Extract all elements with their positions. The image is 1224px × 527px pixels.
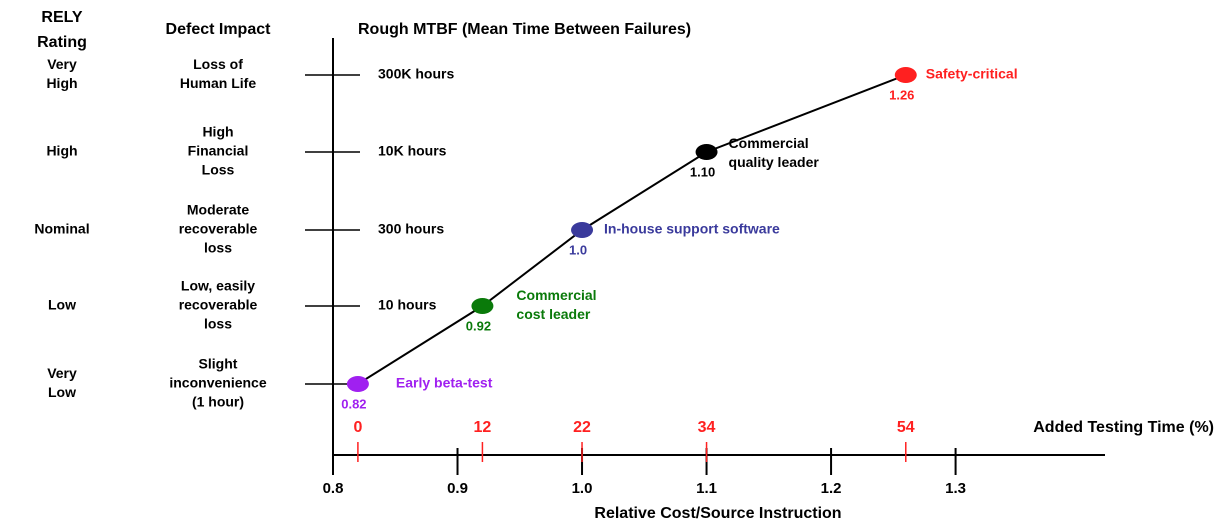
point [346, 376, 369, 392]
impact-header: Defect Impact [166, 21, 272, 38]
rating-header: RELY [41, 9, 83, 26]
impact-label: loss [204, 240, 232, 256]
point [894, 67, 917, 83]
point [571, 222, 594, 238]
rating-label: Nominal [34, 221, 89, 237]
mtbf-label: 300K hours [378, 66, 454, 82]
x-tick-label: 0.8 [323, 480, 344, 497]
mtbf-label: 10K hours [378, 143, 447, 159]
rating-label: High [46, 143, 77, 159]
impact-label: Human Life [180, 75, 256, 91]
x2-tick-label: 22 [573, 419, 591, 436]
point-label: In-house support software [604, 221, 780, 237]
impact-label: Low, easily [181, 278, 255, 294]
value-label: 0.82 [341, 396, 366, 411]
x-tick-label: 0.9 [447, 480, 468, 497]
impact-label: loss [204, 316, 232, 332]
rating-label: Low [48, 297, 76, 313]
impact-label: inconvenience [169, 375, 266, 391]
x2-tick-label: 34 [698, 419, 716, 436]
rating-label: Very [47, 365, 77, 381]
point-label: quality leader [729, 154, 820, 170]
x2-tick-label: 12 [474, 419, 492, 436]
x-tick-label: 1.0 [572, 480, 593, 497]
mtbf-label: 10 hours [378, 297, 437, 313]
impact-label: Slight [199, 356, 238, 372]
value-label: 1.26 [889, 87, 914, 102]
impact-label: Financial [188, 143, 249, 159]
value-label: 1.10 [690, 164, 715, 179]
point [471, 298, 494, 314]
point-label: Safety-critical [926, 66, 1018, 82]
x-tick-label: 1.3 [945, 480, 966, 497]
impact-label: recoverable [179, 221, 258, 237]
point-label: Commercial [516, 287, 596, 303]
value-label: 0.92 [466, 318, 491, 333]
x-axis-label: Relative Cost/Source Instruction [594, 505, 841, 522]
point-label: cost leader [516, 306, 590, 322]
x2-axis-label: Added Testing Time (%) [1033, 419, 1214, 436]
rating-label: Low [48, 384, 76, 400]
x2-tick-label: 0 [353, 419, 362, 436]
x-tick-label: 1.1 [696, 480, 717, 497]
chart-title: Rough MTBF (Mean Time Between Failures) [358, 21, 691, 38]
point-label: Early beta-test [396, 375, 493, 391]
x-tick-label: 1.2 [821, 480, 842, 497]
rating-header: Rating [37, 34, 87, 51]
rating-label: Very [47, 56, 77, 72]
rating-label: High [46, 75, 77, 91]
impact-label: Moderate [187, 202, 249, 218]
mtbf-label: 300 hours [378, 221, 444, 237]
x2-tick-label: 54 [897, 419, 915, 436]
impact-label: High [202, 124, 233, 140]
impact-label: Loss of [193, 56, 243, 72]
impact-label: (1 hour) [192, 394, 244, 410]
point-label: Commercial [729, 135, 809, 151]
point [695, 144, 718, 160]
value-label: 1.0 [569, 242, 587, 257]
impact-label: recoverable [179, 297, 258, 313]
impact-label: Loss [202, 162, 235, 178]
